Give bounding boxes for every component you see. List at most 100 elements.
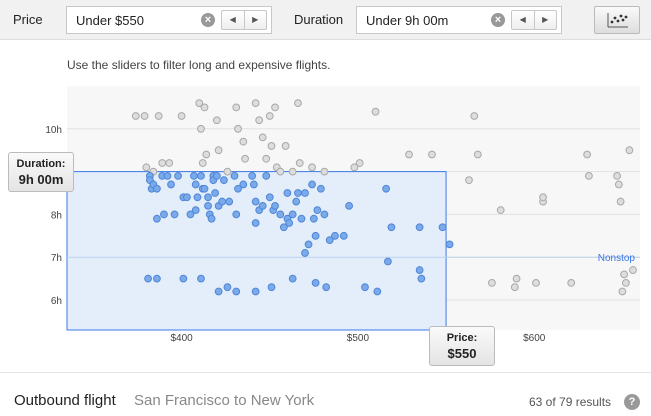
- flight-point[interactable]: [202, 150, 211, 159]
- flight-point[interactable]: [539, 193, 547, 202]
- flight-point-selected[interactable]: [267, 283, 276, 292]
- flight-point-selected[interactable]: [153, 184, 161, 193]
- flight-point[interactable]: [177, 112, 186, 120]
- flight-point-selected[interactable]: [288, 274, 297, 283]
- flight-point[interactable]: [142, 163, 151, 172]
- flight-point-selected[interactable]: [283, 189, 292, 197]
- flight-point-selected[interactable]: [232, 210, 241, 219]
- flight-point-selected[interactable]: [239, 180, 248, 189]
- flight-point-selected[interactable]: [361, 283, 369, 292]
- chevron-left-icon[interactable]: ◀: [512, 11, 535, 29]
- flight-point[interactable]: [496, 206, 505, 215]
- flight-point-selected[interactable]: [415, 266, 424, 274]
- flight-point-selected[interactable]: [207, 214, 216, 223]
- flight-point-selected[interactable]: [153, 214, 161, 223]
- flight-point-selected[interactable]: [279, 223, 288, 232]
- price-slider-handle[interactable]: Price: $550: [429, 326, 495, 366]
- flight-point-selected[interactable]: [204, 193, 212, 202]
- chevron-left-icon[interactable]: ◀: [222, 11, 245, 29]
- flight-point[interactable]: [616, 197, 625, 206]
- flight-point[interactable]: [512, 274, 521, 283]
- flight-point-selected[interactable]: [218, 197, 227, 206]
- flight-point[interactable]: [281, 142, 290, 150]
- flight-point-selected[interactable]: [292, 197, 301, 206]
- flight-point[interactable]: [267, 142, 276, 150]
- flight-point-selected[interactable]: [316, 184, 325, 193]
- chart-toggle-button[interactable]: [594, 6, 640, 34]
- flight-point[interactable]: [614, 180, 623, 189]
- flight-point[interactable]: [355, 159, 364, 167]
- flight-point-selected[interactable]: [248, 171, 257, 180]
- duration-filter-field[interactable]: Under 9h 00m × ◀ ▶: [356, 6, 562, 34]
- flight-point[interactable]: [371, 107, 380, 116]
- flight-point-selected[interactable]: [313, 206, 322, 215]
- flight-point-selected[interactable]: [204, 201, 212, 210]
- flight-point-selected[interactable]: [301, 189, 309, 197]
- x-circle-icon[interactable]: ×: [491, 13, 505, 27]
- flight-point-selected[interactable]: [220, 176, 228, 185]
- flight-point-selected[interactable]: [251, 219, 260, 227]
- price-stepper[interactable]: ◀ ▶: [221, 10, 267, 30]
- flight-point[interactable]: [223, 167, 232, 176]
- flight-point[interactable]: [262, 154, 271, 163]
- flight-point[interactable]: [154, 112, 163, 120]
- flight-point-selected[interactable]: [445, 240, 454, 249]
- flight-point-selected[interactable]: [251, 287, 260, 296]
- flight-point-selected[interactable]: [163, 171, 172, 180]
- flight-point-selected[interactable]: [160, 210, 168, 219]
- chevron-right-icon[interactable]: ▶: [542, 15, 549, 24]
- flight-point-selected[interactable]: [382, 184, 391, 193]
- chevron-right-icon[interactable]: ▶: [252, 15, 259, 24]
- flight-point[interactable]: [470, 112, 479, 120]
- flight-point[interactable]: [473, 150, 482, 159]
- flight-point-selected[interactable]: [186, 210, 195, 219]
- flight-point[interactable]: [271, 103, 279, 112]
- flight-point[interactable]: [532, 279, 540, 287]
- flight-point-selected[interactable]: [251, 197, 260, 206]
- flight-point[interactable]: [165, 159, 174, 167]
- flight-point-selected[interactable]: [193, 193, 202, 202]
- flight-point-selected[interactable]: [308, 180, 316, 189]
- flight-point-selected[interactable]: [190, 171, 198, 180]
- flight-point-selected[interactable]: [232, 287, 241, 296]
- flight-point-selected[interactable]: [182, 193, 191, 202]
- flight-point-selected[interactable]: [387, 223, 396, 232]
- x-circle-icon[interactable]: ×: [201, 13, 215, 27]
- question-icon[interactable]: ?: [624, 394, 640, 410]
- flight-point-selected[interactable]: [383, 257, 392, 266]
- flight-point-selected[interactable]: [311, 279, 320, 287]
- flight-point-selected[interactable]: [265, 193, 274, 202]
- flight-point-selected[interactable]: [144, 274, 153, 283]
- flight-point-selected[interactable]: [170, 210, 179, 219]
- flight-point[interactable]: [465, 176, 473, 185]
- flight-point[interactable]: [295, 159, 304, 167]
- flight-point-selected[interactable]: [276, 210, 285, 219]
- flight-point-selected[interactable]: [294, 189, 302, 197]
- flight-point[interactable]: [212, 116, 221, 125]
- flight-point-selected[interactable]: [234, 184, 242, 193]
- flight-point-selected[interactable]: [191, 180, 200, 189]
- flight-point[interactable]: [625, 146, 634, 155]
- flight-point[interactable]: [583, 150, 592, 159]
- flight-point-selected[interactable]: [322, 283, 331, 292]
- flight-point-selected[interactable]: [373, 287, 382, 296]
- flight-point-selected[interactable]: [230, 171, 239, 180]
- flight-point[interactable]: [258, 133, 267, 142]
- flight-point[interactable]: [131, 112, 140, 120]
- duration-stepper[interactable]: ◀ ▶: [511, 10, 557, 30]
- flight-point-selected[interactable]: [320, 210, 329, 219]
- flight-point[interactable]: [197, 124, 205, 133]
- flight-point[interactable]: [405, 150, 413, 159]
- duration-slider-handle[interactable]: Duration: 9h 00m: [8, 152, 74, 192]
- flight-point[interactable]: [308, 163, 316, 172]
- flight-point[interactable]: [214, 146, 223, 155]
- flight-point-selected[interactable]: [345, 201, 353, 210]
- flight-point-selected[interactable]: [331, 231, 339, 240]
- flight-point-selected[interactable]: [288, 210, 297, 219]
- flight-point-selected[interactable]: [179, 274, 188, 283]
- flight-point[interactable]: [620, 270, 629, 279]
- flight-point[interactable]: [488, 279, 496, 287]
- flight-point-selected[interactable]: [153, 274, 161, 283]
- flight-point[interactable]: [265, 112, 274, 120]
- flight-point[interactable]: [241, 154, 249, 163]
